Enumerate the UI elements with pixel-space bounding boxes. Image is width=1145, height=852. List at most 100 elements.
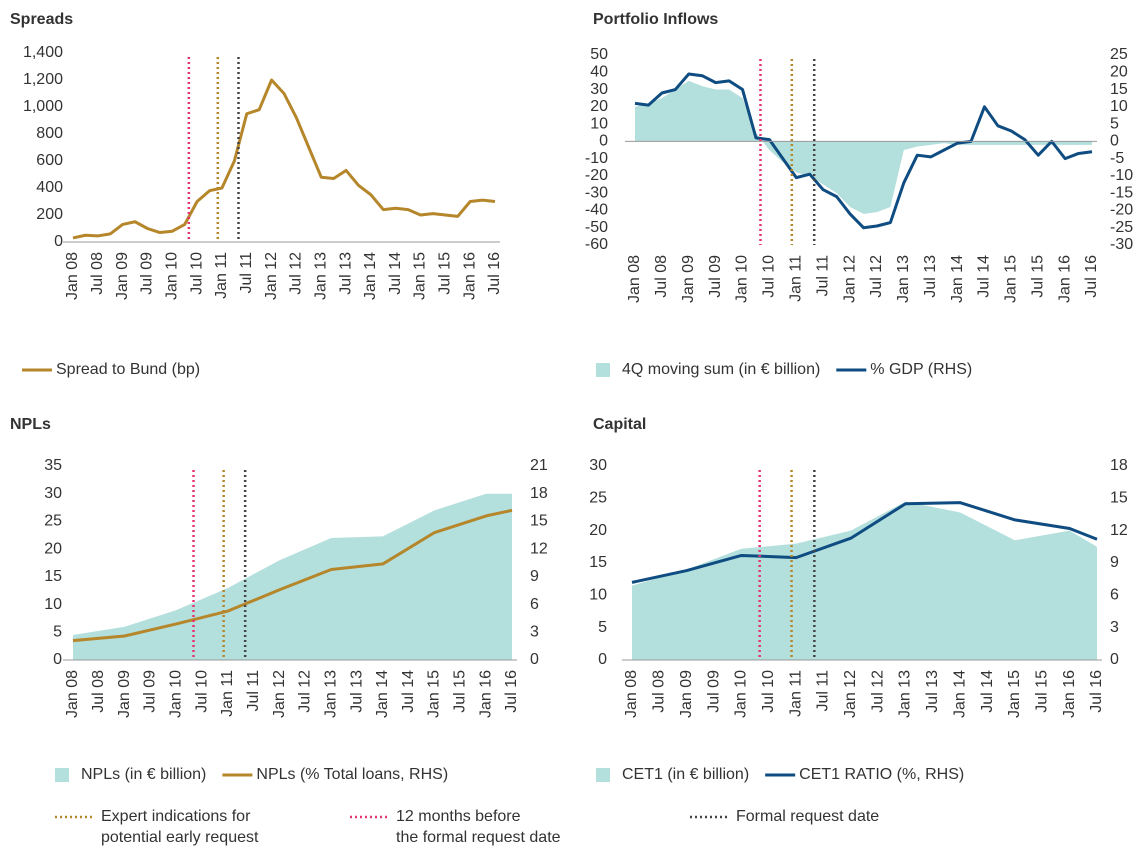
x-tick-label: Jul 16 bbox=[486, 252, 503, 295]
x-tick-label: Jul 11 bbox=[814, 255, 831, 297]
x-tick-label: Jul 15 bbox=[1029, 255, 1046, 298]
reference-legend-label: Expert indications for bbox=[101, 808, 251, 825]
y2-tick-label: -15 bbox=[1110, 184, 1133, 201]
x-tick-label: Jan 16 bbox=[1061, 670, 1078, 718]
x-tick-label: Jan 11 bbox=[787, 670, 804, 717]
y-tick-label: 25 bbox=[44, 513, 62, 530]
x-tick-label: Jul 13 bbox=[922, 255, 939, 298]
y2-tick-label: -5 bbox=[1110, 150, 1124, 167]
reference-legend-label: the formal request date bbox=[396, 829, 561, 846]
x-tick-label: Jan 10 bbox=[733, 670, 750, 718]
y-tick-label: 20 bbox=[589, 522, 607, 539]
x-tick-label: Jan 13 bbox=[897, 670, 914, 718]
y-tick-label: -20 bbox=[585, 167, 608, 184]
area bbox=[632, 501, 1097, 660]
y-tick-label: 10 bbox=[589, 587, 607, 604]
area bbox=[635, 80, 1092, 214]
y-tick-label: -40 bbox=[585, 202, 608, 219]
line bbox=[72, 78, 496, 240]
y2-tick-label: 9 bbox=[530, 568, 539, 585]
x-tick-label: Jul 10 bbox=[761, 255, 778, 298]
y2-tick-label: 15 bbox=[1110, 490, 1128, 507]
x-tick-label: Jul 13 bbox=[348, 670, 365, 713]
x-tick-label: Jan 09 bbox=[116, 670, 133, 718]
x-tick-label: Jul 08 bbox=[90, 670, 107, 713]
x-tick-label: Jul 16 bbox=[1088, 670, 1105, 713]
y2-tick-label: 0 bbox=[1110, 133, 1119, 150]
y-tick-label: 20 bbox=[44, 540, 62, 557]
y-tick-label: 0 bbox=[53, 651, 62, 668]
x-tick-label: Jul 12 bbox=[297, 670, 314, 713]
legend-label: Spread to Bund (bp) bbox=[56, 361, 200, 378]
x-tick-label: Jan 14 bbox=[951, 670, 968, 718]
x-tick-label: Jan 16 bbox=[477, 670, 494, 718]
legend-swatch bbox=[55, 768, 69, 782]
line bbox=[634, 72, 1093, 230]
y-tick-label: 5 bbox=[598, 619, 607, 636]
legend-label: NPLs (in € billion) bbox=[81, 766, 206, 783]
y-tick-label: 10 bbox=[590, 115, 608, 132]
y2-tick-label: 0 bbox=[1110, 651, 1119, 668]
x-tick-label: Jul 12 bbox=[288, 252, 305, 295]
x-tick-label: Jul 08 bbox=[651, 670, 668, 713]
x-tick-label: Jul 13 bbox=[337, 252, 354, 295]
x-tick-label: Jan 10 bbox=[734, 255, 751, 303]
y2-tick-label: 18 bbox=[530, 485, 548, 502]
y-tick-label: 15 bbox=[589, 554, 607, 571]
reference-legend-label: potential early request bbox=[101, 829, 259, 846]
legend-label: CET1 (in € billion) bbox=[622, 766, 749, 783]
x-tick-label: Jul 13 bbox=[924, 670, 941, 713]
x-tick-label: Jul 12 bbox=[869, 670, 886, 713]
chart-title: Spreads bbox=[10, 11, 73, 28]
y2-tick-label: 18 bbox=[1110, 457, 1128, 474]
x-tick-label: Jan 08 bbox=[64, 670, 81, 718]
x-tick-label: Jan 11 bbox=[219, 670, 236, 717]
y-tick-label: 35 bbox=[44, 457, 62, 474]
y-tick-label: 30 bbox=[589, 457, 607, 474]
x-tick-label: Jul 16 bbox=[1083, 255, 1100, 298]
y2-tick-label: 9 bbox=[1110, 554, 1119, 571]
x-tick-label: Jul 10 bbox=[188, 252, 205, 295]
y-tick-label: -10 bbox=[585, 150, 608, 167]
y2-tick-label: 3 bbox=[1110, 619, 1119, 636]
x-tick-label: Jan 15 bbox=[1003, 255, 1020, 303]
y-tick-label: 20 bbox=[590, 98, 608, 115]
x-tick-label: Jan 13 bbox=[895, 255, 912, 303]
x-tick-label: Jan 08 bbox=[623, 670, 640, 718]
x-tick-label: Jul 11 bbox=[815, 670, 832, 712]
x-tick-label: Jan 12 bbox=[263, 252, 280, 300]
x-tick-label: Jan 10 bbox=[164, 252, 181, 300]
x-tick-label: Jan 15 bbox=[412, 252, 429, 300]
x-tick-label: Jul 14 bbox=[387, 252, 404, 295]
x-tick-label: Jan 15 bbox=[426, 670, 443, 718]
y2-tick-label: 12 bbox=[1110, 522, 1128, 539]
y2-tick-label: -30 bbox=[1110, 236, 1133, 253]
y2-tick-label: 6 bbox=[1110, 587, 1119, 604]
x-tick-label: Jul 14 bbox=[976, 255, 993, 298]
x-tick-label: Jan 13 bbox=[312, 252, 329, 300]
y-tick-label: 30 bbox=[44, 485, 62, 502]
y-tick-label: 0 bbox=[54, 233, 63, 250]
x-tick-label: Jan 14 bbox=[362, 252, 379, 300]
y-tick-label: 200 bbox=[36, 206, 63, 223]
x-tick-label: Jan 09 bbox=[678, 670, 695, 718]
x-tick-label: Jan 11 bbox=[213, 252, 230, 299]
x-tick-label: Jul 09 bbox=[139, 252, 156, 295]
x-tick-label: Jan 09 bbox=[680, 255, 697, 303]
x-tick-label: Jan 14 bbox=[949, 255, 966, 303]
y-tick-label: 40 bbox=[590, 63, 608, 80]
y2-tick-label: -10 bbox=[1110, 167, 1133, 184]
y-tick-label: 0 bbox=[598, 651, 607, 668]
y2-tick-label: 0 bbox=[530, 651, 539, 668]
x-tick-label: Jul 09 bbox=[707, 255, 724, 298]
x-tick-label: Jul 09 bbox=[705, 670, 722, 713]
x-tick-label: Jul 15 bbox=[437, 252, 454, 295]
y-tick-label: 10 bbox=[44, 596, 62, 613]
x-tick-label: Jul 14 bbox=[979, 670, 996, 713]
y2-tick-label: 10 bbox=[1110, 98, 1128, 115]
x-tick-label: Jul 12 bbox=[868, 255, 885, 298]
legend-swatch bbox=[596, 768, 610, 782]
y-tick-label: -50 bbox=[585, 219, 608, 236]
legend-label: 4Q moving sum (in € billion) bbox=[622, 361, 820, 378]
